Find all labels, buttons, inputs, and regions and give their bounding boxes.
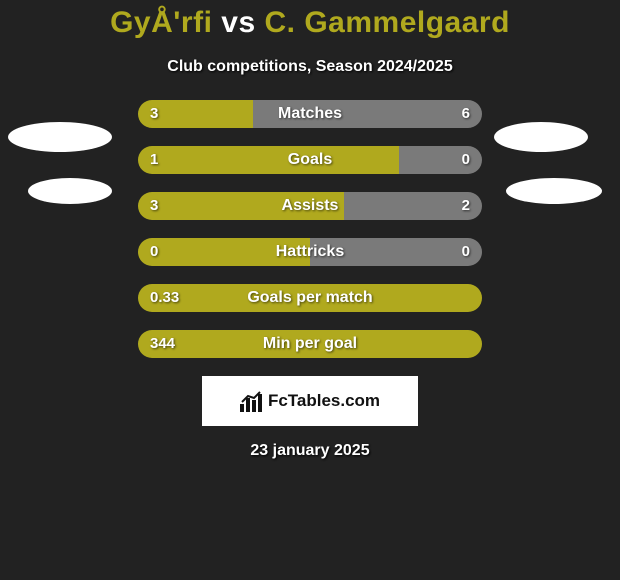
player-right-name: C. Gammelgaard <box>264 6 509 39</box>
stat-row: 36Matches <box>138 100 482 128</box>
stat-label: Goals <box>138 146 482 174</box>
avatar-placeholder <box>8 122 112 152</box>
subtitle: Club competitions, Season 2024/2025 <box>0 58 620 76</box>
stat-row: 32Assists <box>138 192 482 220</box>
brand-text: FcTables.com <box>268 391 380 411</box>
stat-label: Assists <box>138 192 482 220</box>
date-text: 23 january 2025 <box>0 442 620 460</box>
stat-label: Matches <box>138 100 482 128</box>
player-left-name: GyÅ'rfi <box>110 6 212 39</box>
stat-row: 0.33Goals per match <box>138 284 482 312</box>
stat-row: 344Min per goal <box>138 330 482 358</box>
avatar-placeholder <box>494 122 588 152</box>
stat-label: Goals per match <box>138 284 482 312</box>
stat-row: 10Goals <box>138 146 482 174</box>
brand-box[interactable]: FcTables.com <box>202 376 418 426</box>
stat-label: Min per goal <box>138 330 482 358</box>
stat-label: Hattricks <box>138 238 482 266</box>
page-title: GyÅ'rfi vs C. Gammelgaard <box>0 0 620 40</box>
avatar-placeholder <box>28 178 112 204</box>
vs-text: vs <box>221 6 255 39</box>
stats-container: 36Matches 10Goals 32Assists 00Hattricks 0.33… <box>138 100 482 358</box>
brand-icon <box>240 390 262 412</box>
stat-row: 00Hattricks <box>138 238 482 266</box>
avatar-placeholder <box>506 178 602 204</box>
